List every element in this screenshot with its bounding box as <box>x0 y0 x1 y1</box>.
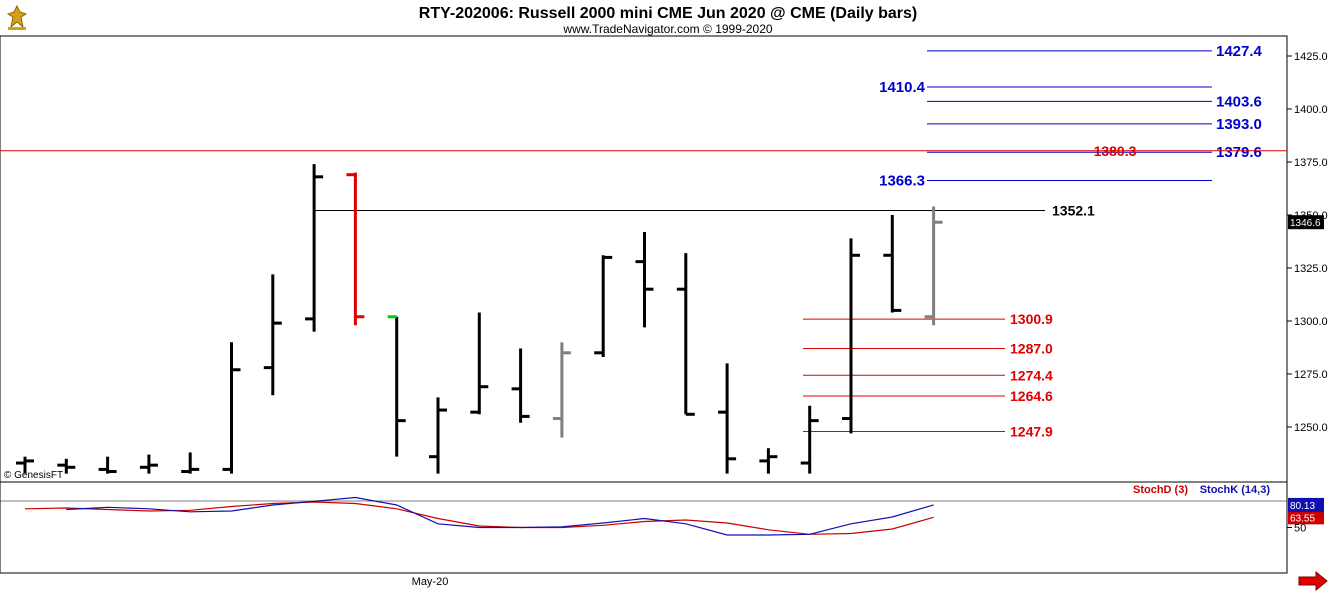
price-plot-area[interactable]: 1427.4 1410.4 1403.6 1393.0 1379.6 1366.3 1380… <box>0 43 1287 474</box>
legend-stoch-k: StochK (14,3) <box>1200 484 1271 496</box>
last-price-label: 1346.6 <box>1290 218 1321 229</box>
y-tick-label-7: 1250.0 <box>1294 422 1328 434</box>
chart-subtitle: www.TradeNavigator.com © 1999-2020 <box>562 22 772 36</box>
stoch-series-1 <box>66 496 934 536</box>
level-label-8: 1300.9 <box>1010 311 1053 327</box>
scroll-right-arrow-icon[interactable] <box>1298 570 1328 591</box>
last-price-box <box>1288 215 1324 230</box>
legend-stoch-d: StochD (3) <box>1133 484 1188 496</box>
chart-title: RTY-202006: Russell 2000 mini CME Jun 20… <box>419 5 917 22</box>
y-tick-label-1: 1400.0 <box>1294 104 1328 116</box>
price-axis: 1425.01400.01375.01350.01325.01300.01275… <box>1287 51 1328 535</box>
level-label-11: 1264.6 <box>1010 388 1053 404</box>
level-label-5: 1366.3 <box>879 172 925 189</box>
y-tick-label-6: 1275.0 <box>1294 369 1328 381</box>
y-tick-label-2: 1375.0 <box>1294 157 1328 169</box>
stoch-last-label-1: 80.13 <box>1290 501 1315 512</box>
level-label-7: 1352.1 <box>1052 203 1095 219</box>
level-label-6: 1380.3 <box>1094 143 1137 159</box>
level-label-4: 1379.6 <box>1216 144 1262 161</box>
stoch-last-box-0 <box>1288 510 1324 525</box>
level-label-2: 1403.6 <box>1216 93 1262 110</box>
y-tick-label-5: 1300.0 <box>1294 316 1328 328</box>
level-label-3: 1393.0 <box>1216 116 1262 133</box>
watermark: © GenesisFT <box>4 470 63 481</box>
y-tick-label-0: 1425.0 <box>1294 51 1328 63</box>
stoch-last-label-0: 63.55 <box>1290 513 1315 524</box>
level-label-12: 1247.9 <box>1010 423 1053 439</box>
logo-icon <box>4 4 30 30</box>
x-axis-label-may: May-20 <box>412 576 449 588</box>
level-label-1: 1410.4 <box>879 79 926 96</box>
stoch-series-0 <box>24 501 934 535</box>
level-label-9: 1287.0 <box>1010 341 1053 357</box>
stoch-tick-label-0: 50 <box>1294 523 1306 535</box>
level-label-0: 1427.4 <box>1216 43 1263 60</box>
y-tick-label-4: 1325.0 <box>1294 263 1328 275</box>
stoch-panel-frame <box>0 481 1288 574</box>
price-marks: 1427.4 1410.4 1403.6 1393.0 1379.6 1366.3 1380… <box>0 43 1287 474</box>
level-label-10: 1274.4 <box>1010 367 1053 383</box>
stoch-last-box-1 <box>1288 497 1324 512</box>
